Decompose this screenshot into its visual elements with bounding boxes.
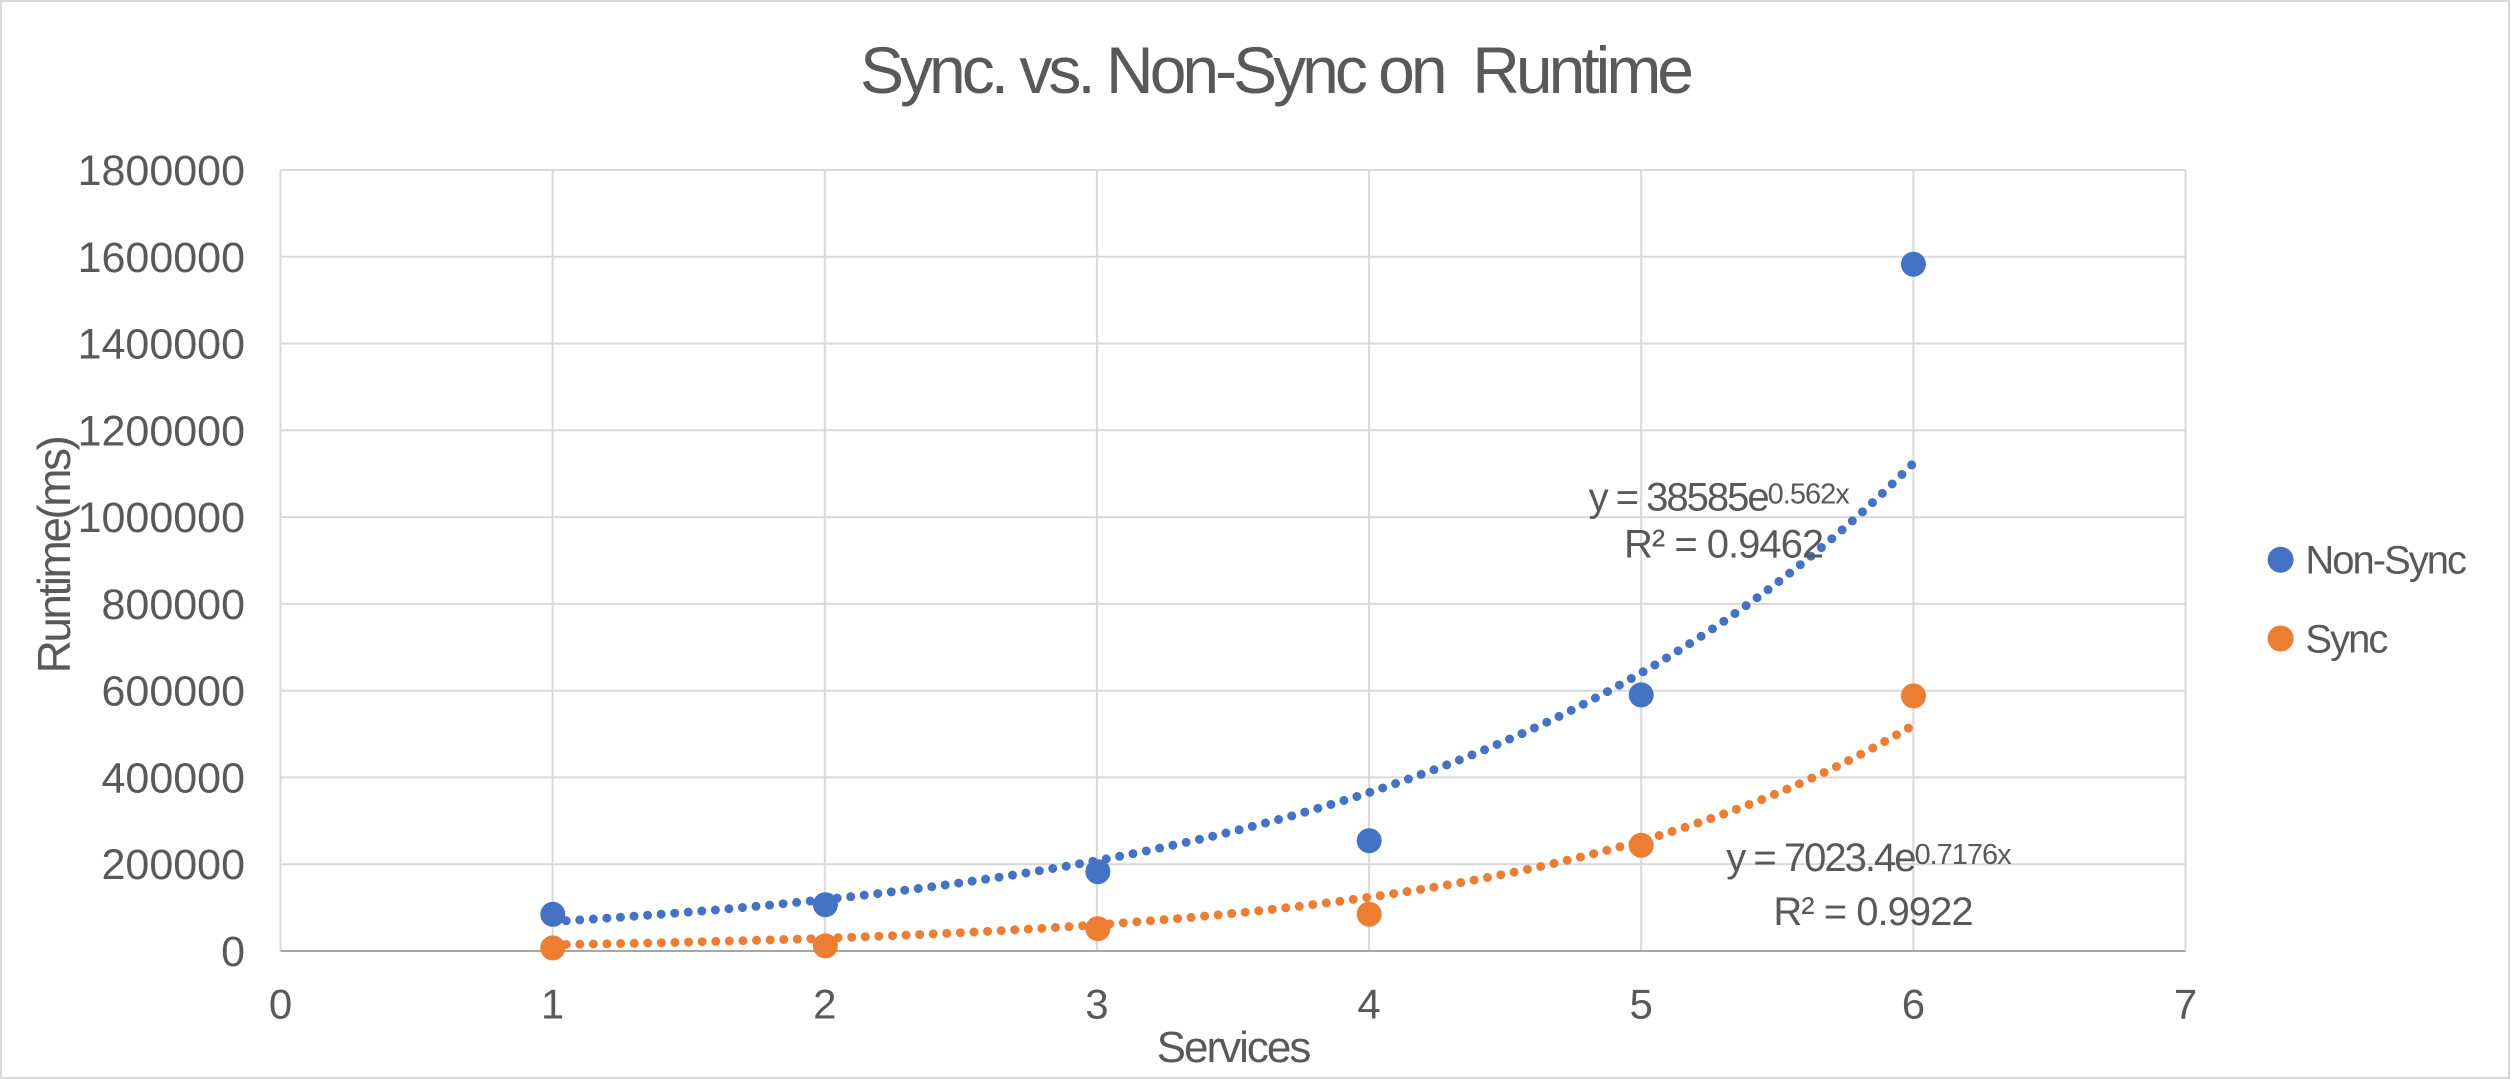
svg-text:R² = 0.9922: R² = 0.9922	[1773, 890, 1972, 934]
svg-text:1000000: 1000000	[78, 494, 245, 542]
svg-text:Sync. vs. Non-Sync on Runtime: Sync. vs. Non-Sync on Runtime	[860, 33, 1691, 107]
svg-text:1: 1	[541, 981, 564, 1028]
svg-text:0: 0	[221, 928, 245, 976]
svg-text:1800000: 1800000	[78, 147, 245, 195]
svg-text:800000: 800000	[102, 581, 246, 629]
svg-text:1400000: 1400000	[78, 321, 245, 369]
svg-text:3: 3	[1085, 981, 1108, 1028]
svg-text:Services: Services	[1157, 1023, 1311, 1072]
svg-text:6: 6	[1902, 981, 1925, 1028]
svg-text:Runtime(ms): Runtime(ms)	[28, 437, 80, 673]
svg-text:200000: 200000	[102, 841, 246, 889]
svg-text:5: 5	[1630, 981, 1653, 1028]
svg-text:y = 38585e0.562x: y = 38585e0.562x	[1589, 476, 1851, 520]
svg-text:7: 7	[2174, 981, 2197, 1028]
svg-text:600000: 600000	[102, 668, 246, 716]
svg-text:2: 2	[813, 981, 836, 1028]
svg-text:4: 4	[1357, 981, 1380, 1028]
svg-text:1600000: 1600000	[78, 234, 245, 282]
svg-text:R² = 0.9462: R² = 0.9462	[1624, 523, 1823, 567]
svg-text:1200000: 1200000	[78, 407, 245, 455]
svg-text:Sync: Sync	[2305, 618, 2387, 662]
svg-text:Non-Sync: Non-Sync	[2305, 539, 2466, 583]
svg-text:400000: 400000	[102, 754, 246, 802]
svg-text:0: 0	[269, 981, 292, 1028]
